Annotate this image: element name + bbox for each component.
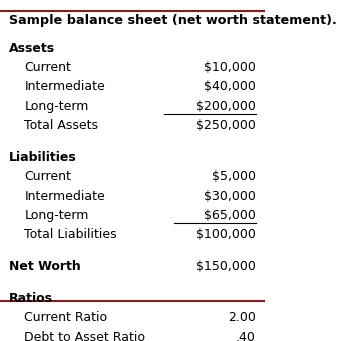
Text: $30,000: $30,000 (204, 190, 256, 203)
Text: Intermediate: Intermediate (24, 190, 105, 203)
Text: $200,000: $200,000 (196, 100, 256, 113)
Text: $5,000: $5,000 (212, 170, 256, 183)
Text: Intermediate: Intermediate (24, 80, 105, 93)
Text: .40: .40 (236, 331, 256, 341)
Text: Liabilities: Liabilities (8, 151, 76, 164)
Text: Net Worth: Net Worth (8, 260, 80, 273)
Text: Current: Current (24, 170, 71, 183)
Text: 2.00: 2.00 (228, 311, 256, 325)
Text: Long-term: Long-term (24, 100, 89, 113)
Text: Sample balance sheet (net worth statement).: Sample balance sheet (net worth statemen… (8, 14, 336, 27)
Text: Total Assets: Total Assets (24, 119, 98, 132)
Text: Current: Current (24, 61, 71, 74)
Text: Debt to Asset Ratio: Debt to Asset Ratio (24, 331, 145, 341)
Text: $40,000: $40,000 (204, 80, 256, 93)
Text: Long-term: Long-term (24, 209, 89, 222)
Text: Assets: Assets (8, 42, 55, 55)
Text: Ratios: Ratios (8, 292, 53, 305)
Text: $150,000: $150,000 (196, 260, 256, 273)
Text: $250,000: $250,000 (196, 119, 256, 132)
Text: $10,000: $10,000 (204, 61, 256, 74)
Text: Current Ratio: Current Ratio (24, 311, 107, 325)
Text: $65,000: $65,000 (204, 209, 256, 222)
Text: Total Liabilities: Total Liabilities (24, 228, 117, 241)
Text: $100,000: $100,000 (196, 228, 256, 241)
